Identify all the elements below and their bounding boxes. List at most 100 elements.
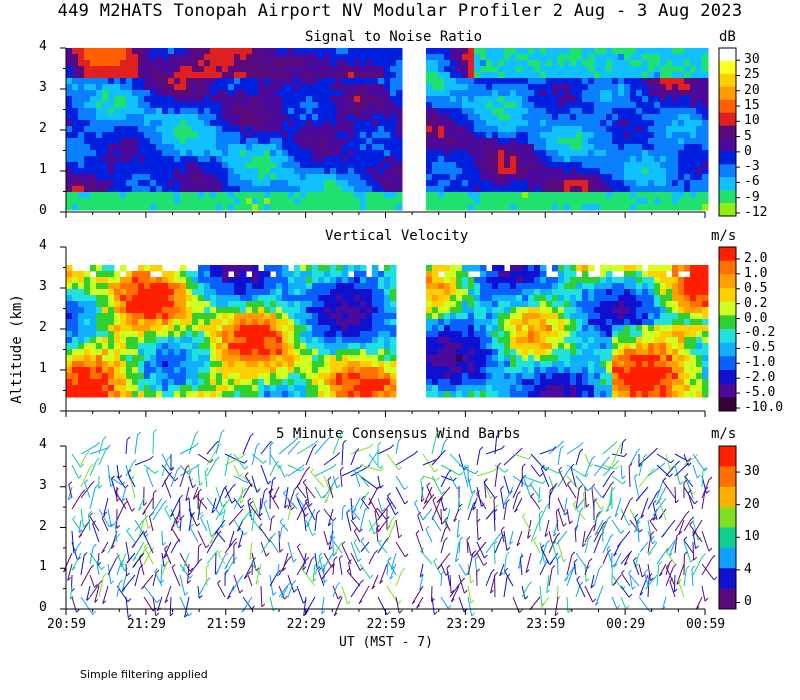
vv-cell (198, 349, 205, 356)
vv-cell (630, 367, 637, 374)
snr-cell (534, 84, 541, 91)
snr-cell (90, 204, 97, 211)
vv-cell (240, 337, 247, 344)
snr-cell (282, 162, 289, 169)
snr-cell (636, 108, 643, 115)
wind-colorbar-label: 20 (744, 496, 760, 512)
vv-cell (162, 373, 169, 380)
snr-cell (324, 114, 331, 121)
vv-cell (216, 331, 223, 338)
vv-cell (594, 307, 601, 314)
vv-cell (528, 289, 535, 296)
vv-cell (252, 355, 259, 362)
vv-cell (180, 349, 187, 356)
vv-cell (144, 331, 151, 338)
vv-cell (486, 325, 493, 332)
snr-cell (486, 96, 493, 103)
vv-cell (540, 289, 547, 296)
vv-cell (216, 367, 223, 374)
snr-cell (444, 132, 451, 139)
vv-cell (624, 391, 631, 398)
vv-cell (222, 295, 229, 302)
snr-cell (258, 90, 265, 97)
vv-cell (324, 271, 331, 278)
snr-cell (450, 162, 457, 169)
vv-cell (264, 265, 271, 272)
vv-cell (348, 331, 355, 338)
snr-cell (348, 132, 355, 139)
snr-cell (468, 114, 475, 121)
snr-cell (432, 192, 439, 199)
vv-cell (594, 289, 601, 296)
snr-cell (456, 162, 463, 169)
vv-cell (348, 379, 355, 386)
snr-cell (684, 66, 691, 73)
snr-cell (666, 192, 673, 199)
snr-cell (612, 102, 619, 109)
snr-cell (600, 96, 607, 103)
snr-cell (696, 126, 703, 133)
snr-cell (288, 78, 295, 85)
vv-cell (588, 295, 595, 302)
snr-cell (588, 90, 595, 97)
vv-cell (624, 355, 631, 362)
vv-cell (372, 271, 379, 278)
vv-cell (132, 289, 139, 296)
snr-cell (324, 120, 331, 127)
snr-cell (156, 198, 163, 205)
vv-cell (204, 289, 211, 296)
vv-cell (318, 277, 325, 284)
vv-cell (168, 379, 175, 386)
vv-cell (366, 355, 373, 362)
snr-cell (330, 90, 337, 97)
snr-cell (294, 108, 301, 115)
snr-cell (438, 66, 445, 73)
snr-cell (180, 156, 187, 163)
vv-cell (552, 337, 559, 344)
snr-cell (522, 54, 529, 61)
vv-cell (504, 337, 511, 344)
vv-cell (126, 295, 133, 302)
vv-cell (198, 361, 205, 368)
snr-cell (492, 168, 499, 175)
vv-cell (204, 337, 211, 344)
snr-cell (216, 84, 223, 91)
snr-cell (138, 108, 145, 115)
snr-cell (630, 90, 637, 97)
snr-cell (288, 96, 295, 103)
snr-cell (198, 192, 205, 199)
vv-cell (168, 349, 175, 356)
vv-cell (276, 331, 283, 338)
vv-cell (126, 325, 133, 332)
snr-cell (504, 90, 511, 97)
wind-colorbar-label: 10 (744, 529, 760, 545)
vv-cell (354, 289, 361, 296)
snr-cell (474, 114, 481, 121)
snr-cell (618, 144, 625, 151)
snr-cell (522, 174, 529, 181)
snr-cell (138, 138, 145, 145)
snr-cell (612, 174, 619, 181)
snr-cell (678, 168, 685, 175)
snr-cell (246, 78, 253, 85)
snr-colorbar-label: 25 (744, 67, 760, 83)
vv-cell (570, 271, 577, 278)
vv-cell (546, 355, 553, 362)
vv-cell (666, 331, 673, 338)
snr-cell (252, 132, 259, 139)
snr-cell (534, 66, 541, 73)
vv-cell (504, 343, 511, 350)
vv-cell (360, 265, 367, 272)
vv-cell (108, 385, 115, 392)
vv-cell (618, 319, 625, 326)
snr-cell (150, 144, 157, 151)
vv-cell (558, 313, 565, 320)
vv-cell (144, 289, 151, 296)
vv-cell (120, 361, 127, 368)
snr-cell (108, 60, 115, 67)
snr-cell (264, 120, 271, 127)
vv-cell (108, 319, 115, 326)
vv-cell (660, 313, 667, 320)
snr-cell (390, 120, 397, 127)
snr-cell (66, 180, 73, 187)
